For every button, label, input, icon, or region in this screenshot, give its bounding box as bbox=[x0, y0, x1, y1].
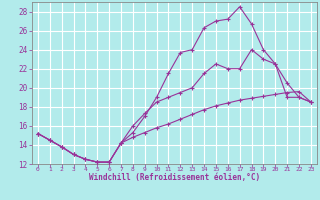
X-axis label: Windchill (Refroidissement éolien,°C): Windchill (Refroidissement éolien,°C) bbox=[89, 173, 260, 182]
